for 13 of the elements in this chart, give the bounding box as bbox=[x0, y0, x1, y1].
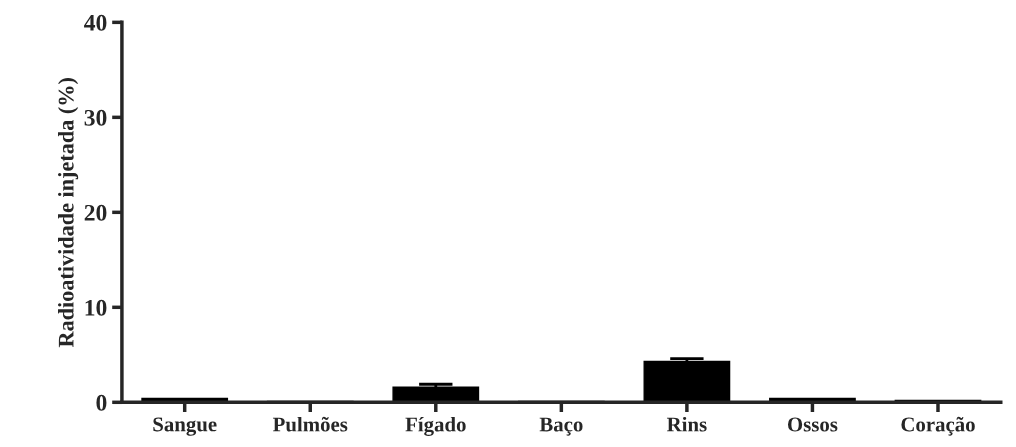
x-tick-label: Pulmões bbox=[272, 416, 348, 432]
y-tick-label: 10 bbox=[85, 299, 107, 316]
x-tick-label: Sangue bbox=[153, 417, 217, 436]
x-tick-label: Rins bbox=[666, 416, 707, 432]
x-tick-label: Ossos bbox=[787, 417, 838, 432]
y-tick-label: 30 bbox=[84, 109, 107, 126]
y-tick-label: 0 bbox=[96, 394, 107, 411]
y-tick-label: 20 bbox=[84, 204, 107, 221]
y-tick-label: 40 bbox=[84, 14, 107, 31]
y-axis-title: Radioatividade injetada (%) bbox=[58, 78, 79, 348]
x-tick-label: Coração bbox=[901, 416, 975, 436]
x-tick-label: Fígado bbox=[405, 416, 466, 436]
x-tick-label: Baço bbox=[539, 417, 583, 436]
